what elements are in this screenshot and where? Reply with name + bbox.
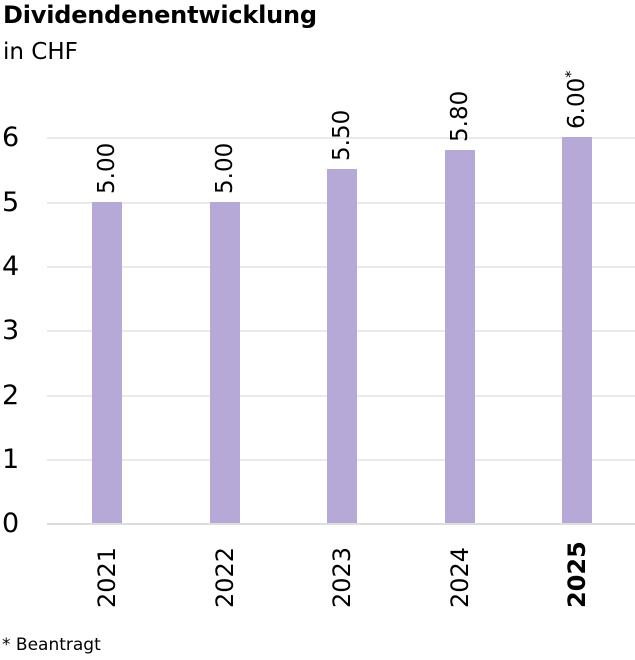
footnote-asterisk: * — [563, 70, 580, 78]
y-axis-tick-label: 5 — [2, 187, 20, 218]
y-axis-tick-label: 4 — [2, 251, 20, 282]
y-axis-tick-label: 0 — [2, 508, 20, 539]
bar-2021 — [92, 201, 122, 523]
bar-value-text: 5.00 — [212, 142, 238, 194]
bar-value-label: 5.50 — [329, 110, 355, 162]
bar-value-label: 5.00 — [94, 142, 120, 194]
x-axis-category-label: 2021 — [93, 546, 121, 608]
bar-value-label: 6.00* — [563, 70, 590, 130]
x-axis-category-label: 2022 — [211, 546, 239, 608]
bar-2025 — [562, 137, 592, 523]
x-axis-category-label: 2023 — [328, 546, 356, 608]
y-axis-tick-label: 1 — [2, 444, 20, 475]
chart-footnote: * Beantragt — [2, 635, 101, 655]
gridline-6 — [47, 137, 635, 139]
y-axis-tick-label: 3 — [2, 315, 20, 346]
bar-value-text: 6.00 — [564, 77, 590, 130]
bar-value-text: 5.80 — [447, 90, 473, 143]
bar-value-label: 5.00 — [212, 142, 238, 194]
x-axis-category-label: 2025 — [563, 541, 591, 608]
chart-title: Dividendenentwicklung — [3, 1, 317, 29]
y-axis-tick-label: 6 — [2, 122, 20, 153]
bar-2024 — [445, 150, 475, 523]
x-axis-baseline — [47, 523, 635, 525]
bar-value-text: 5.00 — [94, 142, 120, 194]
bar-value-text: 5.50 — [329, 110, 355, 162]
bar-2023 — [327, 169, 357, 523]
chart-unit-subtitle: in CHF — [3, 39, 78, 65]
bar-value-label: 5.80 — [447, 90, 473, 143]
y-axis-tick-label: 2 — [2, 380, 20, 411]
bar-2022 — [210, 201, 240, 523]
x-axis-category-label: 2024 — [446, 546, 474, 608]
